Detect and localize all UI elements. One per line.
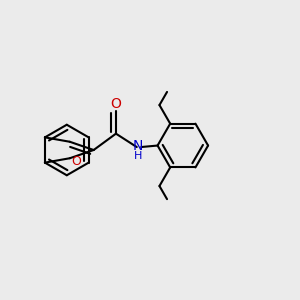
Text: O: O [110, 97, 122, 111]
Text: H: H [134, 151, 142, 161]
Text: N: N [133, 139, 143, 152]
Text: O: O [71, 155, 81, 168]
